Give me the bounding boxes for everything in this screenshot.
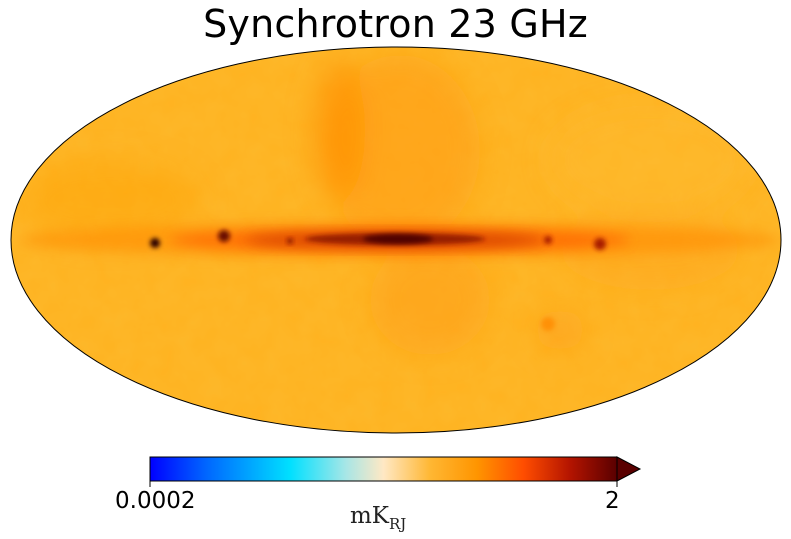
map-boundary	[10, 46, 782, 434]
unit-main: mK	[350, 503, 389, 529]
colorbar-extend-arrow	[616, 456, 642, 482]
point-sources	[150, 230, 606, 331]
colorbar-min-label: 0.0002	[115, 488, 196, 514]
colorbar	[149, 456, 642, 487]
map-title: Synchrotron 23 GHz	[203, 2, 588, 46]
map-content	[11, 47, 781, 433]
colorbar-max-label: 2	[605, 488, 620, 514]
unit-subscript: RJ	[389, 515, 407, 533]
galactic-plane	[20, 222, 780, 258]
colorbar-unit-label: mKRJ	[350, 503, 406, 533]
colorbar-gradient	[149, 456, 618, 482]
